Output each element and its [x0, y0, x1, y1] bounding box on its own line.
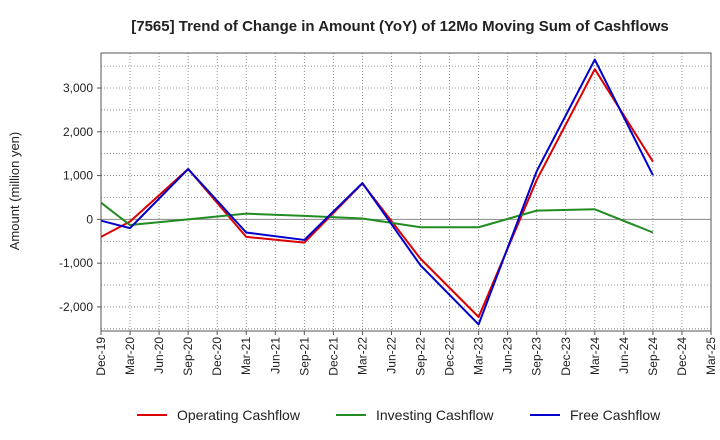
legend: Operating Cashflow Investing Cashflow Free…	[137, 407, 661, 423]
x-tick-label: Jun-21	[268, 337, 282, 374]
y-tick-label: 1,000	[63, 169, 93, 183]
x-tick-label: Sep-22	[414, 337, 428, 376]
x-tick-label: Jun-24	[617, 337, 631, 374]
series-lines	[100, 58, 654, 326]
y-tick-label: 2,000	[63, 125, 93, 139]
y-tick-label: 3,000	[63, 81, 93, 95]
x-tick-label: Jun-20	[152, 337, 166, 374]
y-axis-label: Amount (million yen)	[7, 132, 22, 251]
legend-label-operating-cashflow: Operating Cashflow	[177, 407, 301, 423]
x-tick-label: Mar-21	[239, 337, 253, 375]
chart-title: [7565] Trend of Change in Amount (YoY) o…	[131, 18, 669, 35]
y-tick-label: 0	[86, 212, 93, 226]
x-tick-label: Dec-22	[443, 337, 457, 376]
x-tick-label: Jun-23	[501, 337, 515, 374]
x-tick-label: Sep-21	[297, 337, 311, 376]
x-tick-label: Mar-20	[123, 337, 137, 375]
x-tick-label: Jun-22	[384, 337, 398, 374]
x-tick-label: Dec-23	[559, 337, 573, 376]
y-tick-label: -2,000	[59, 300, 93, 314]
x-tick-label: Sep-23	[530, 337, 544, 376]
x-tick-label: Mar-23	[472, 337, 486, 375]
series-line-investing-cashflow	[100, 201, 654, 234]
x-tick-label: Mar-25	[704, 337, 718, 375]
x-tick-label: Mar-22	[355, 337, 369, 375]
x-tick-label: Sep-20	[181, 337, 195, 376]
x-tick-label: Dec-24	[675, 337, 689, 376]
x-tick-label: Dec-20	[210, 337, 224, 376]
plot-frame	[100, 52, 712, 332]
y-tick-labels: -2,000 -1,000 0 1,000 2,000 3,000	[59, 81, 101, 314]
legend-label-free-cashflow: Free Cashflow	[570, 407, 661, 423]
x-tick-label: Sep-24	[646, 337, 660, 376]
y-tick-label: -1,000	[59, 256, 93, 270]
legend-label-investing-cashflow: Investing Cashflow	[376, 407, 494, 423]
series-line-free-cashflow	[100, 58, 654, 326]
x-tick-label: Dec-19	[94, 337, 108, 376]
x-tick-label: Dec-21	[326, 337, 340, 376]
x-tick-label: Mar-24	[588, 337, 602, 375]
x-tick-labels: Dec-19 Mar-20 Jun-20 Sep-20 Dec-20 Mar-21 Jun-…	[94, 331, 718, 376]
grid-lines	[100, 53, 712, 331]
